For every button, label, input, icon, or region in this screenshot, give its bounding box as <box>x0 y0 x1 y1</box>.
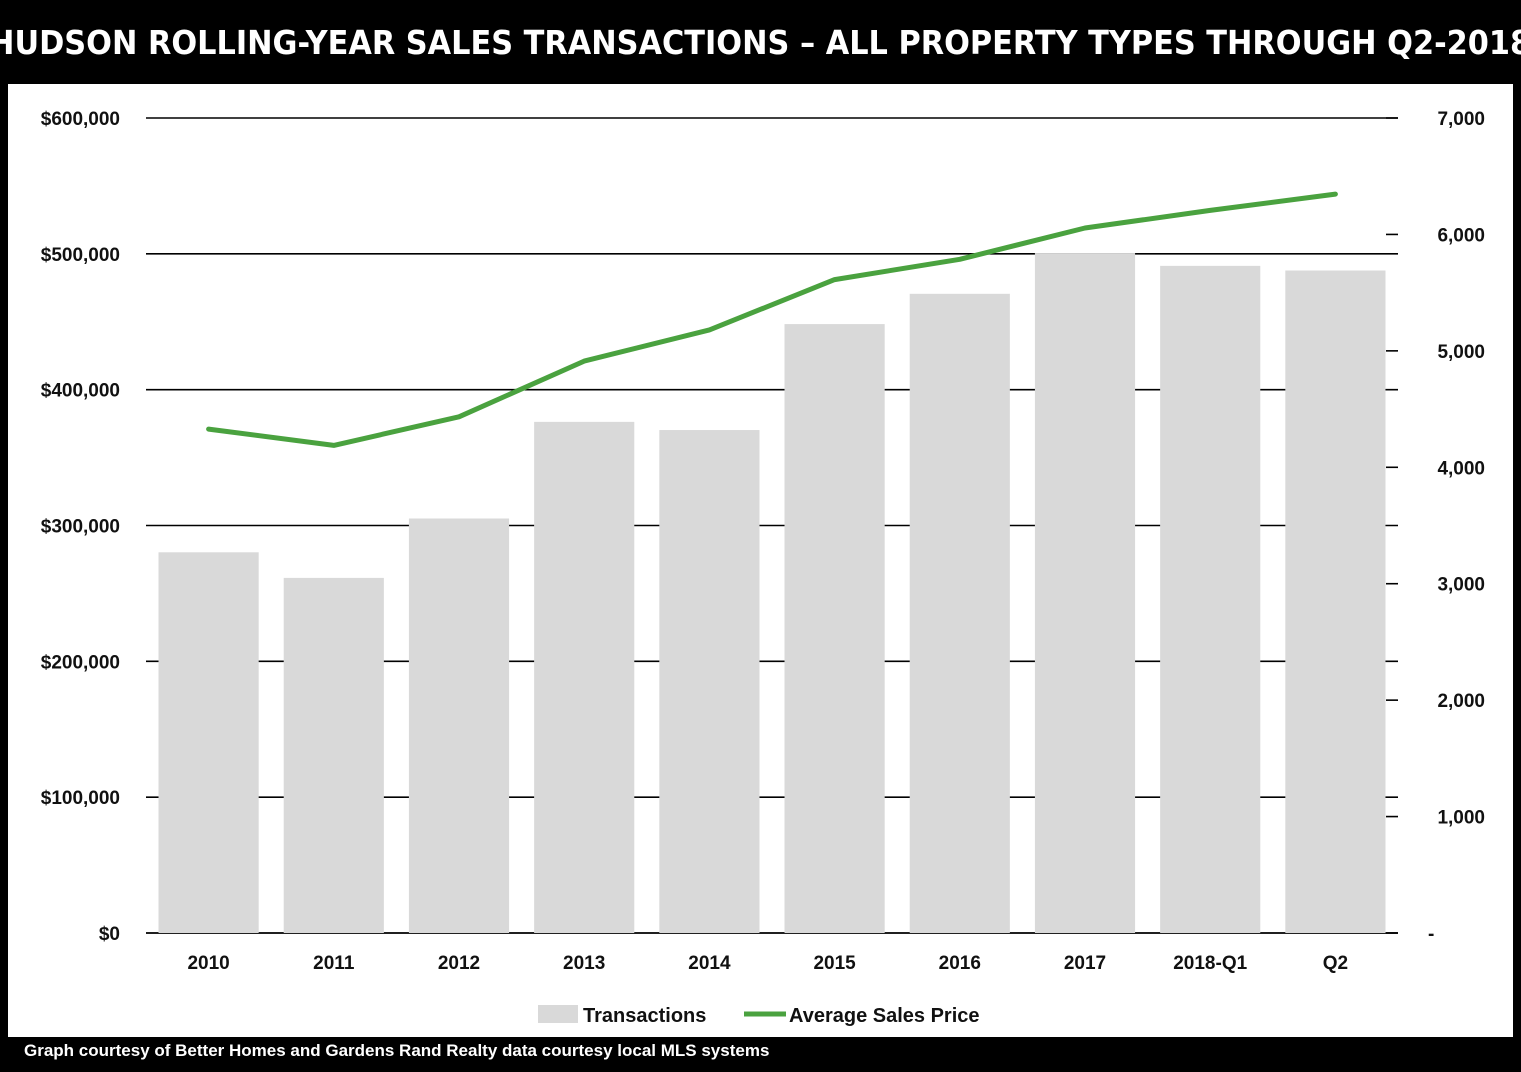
x-tick-label: 2011 <box>313 953 355 974</box>
chart-title-bar: HUDSON ROLLING-YEAR SALES TRANSACTIONS –… <box>0 0 1521 84</box>
legend-label-price: Average Sales Price <box>789 1005 980 1027</box>
bar-Q2 <box>1285 270 1386 933</box>
x-tick-label: 2013 <box>563 953 605 974</box>
bar-2014 <box>659 430 760 933</box>
left-tick-label: $200,000 <box>41 652 120 673</box>
left-tick-label: $400,000 <box>41 381 120 402</box>
right-tick-label: 6,000 <box>1437 225 1485 246</box>
x-tick-label: Q2 <box>1323 953 1348 974</box>
bar-2015 <box>784 324 885 933</box>
chart-panel <box>8 84 1513 1037</box>
bar-2016 <box>909 293 1010 933</box>
left-axis-labels: $0 $100,000 $200,000 $300,000 $400,000 $500,0… <box>41 109 120 945</box>
chart-title: HUDSON ROLLING-YEAR SALES TRANSACTIONS –… <box>0 22 1521 62</box>
left-tick-label: $100,000 <box>41 788 120 809</box>
footer-credit: Graph courtesy of Better Homes and Garde… <box>24 1041 770 1060</box>
x-tick-label: 2017 <box>1064 953 1106 974</box>
x-tick-label: 2010 <box>187 953 229 974</box>
left-tick-label: $300,000 <box>41 517 120 538</box>
bar-2017 <box>1034 253 1136 934</box>
right-tick-label: 3,000 <box>1437 575 1485 596</box>
x-tick-label: 2016 <box>939 953 981 974</box>
bar-2018-Q1 <box>1160 265 1261 934</box>
right-axis-labels: - 1,000 2,000 3,000 4,000 5,000 6,000 7,000 <box>1428 109 1485 945</box>
legend-label-transactions: Transactions <box>583 1005 706 1027</box>
bar-2010 <box>158 552 259 933</box>
x-tick-label: 2012 <box>438 953 480 974</box>
bars <box>158 253 1386 934</box>
right-tick-label: 5,000 <box>1437 342 1485 363</box>
right-tick-label: 4,000 <box>1437 458 1485 479</box>
left-tick-label: $600,000 <box>41 109 120 130</box>
x-tick-label: 2018-Q1 <box>1173 953 1247 974</box>
left-tick-label: $0 <box>99 924 120 945</box>
legend: Transactions Average Sales Price <box>538 1005 980 1027</box>
right-tick-label: - <box>1428 924 1434 945</box>
x-axis-labels: 2010 2011 2012 2013 2014 2015 2016 2017 2018-Q1 Q… <box>187 953 1348 974</box>
bar-2011 <box>283 577 384 933</box>
right-tick-label: 7,000 <box>1437 109 1485 130</box>
bar-2013 <box>534 421 635 933</box>
left-tick-label: $500,000 <box>41 245 120 266</box>
legend-swatch-transactions <box>538 1005 578 1023</box>
average-price-line <box>206 191 1338 448</box>
bar-2012 <box>408 518 510 933</box>
x-tick-label: 2015 <box>813 953 856 974</box>
x-tick-label: 2014 <box>688 953 731 974</box>
price-line <box>206 191 1338 448</box>
right-tick-label: 2,000 <box>1437 691 1485 712</box>
right-tick-label: 1,000 <box>1437 808 1485 829</box>
